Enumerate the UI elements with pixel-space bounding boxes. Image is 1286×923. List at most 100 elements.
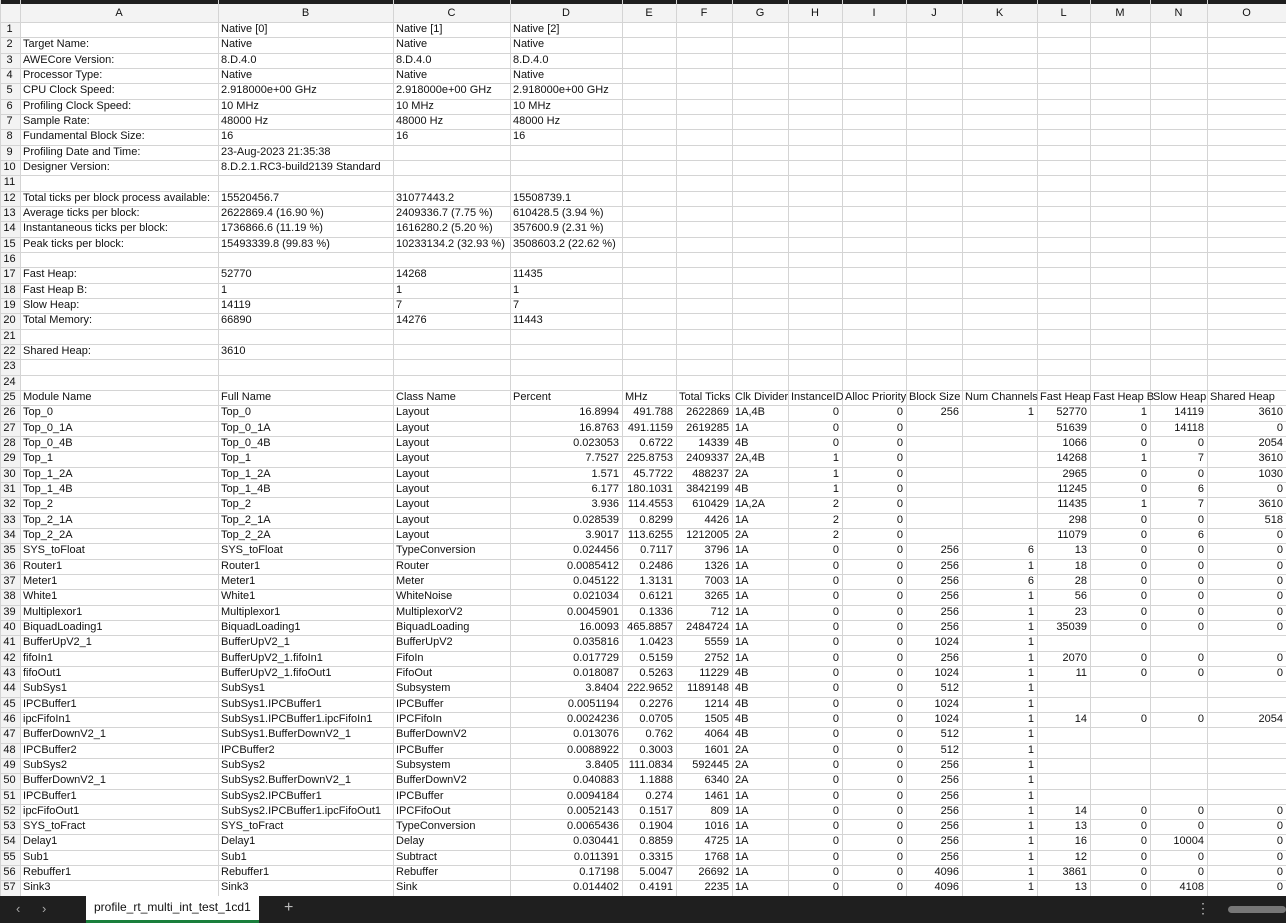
cell: 16.8763 [579, 421, 619, 434]
cell: 0 [1140, 421, 1147, 434]
cell: 1A [735, 513, 749, 526]
cell: 2619285 [686, 421, 729, 434]
cell: 1A [735, 651, 749, 664]
cell: 10233134.2 (32.93 %) [396, 237, 505, 250]
cell: 0 [832, 850, 839, 863]
cell: Layout [396, 436, 430, 449]
cell: 10 MHz [221, 99, 259, 112]
add-sheet-button[interactable]: + [284, 899, 294, 916]
column-header: D [562, 7, 570, 19]
cell: 1A [735, 866, 749, 879]
cell: 0 [896, 544, 903, 557]
grid-line [0, 343, 1286, 345]
cell: 45.7722 [633, 467, 673, 480]
cell: Layout [396, 406, 430, 419]
cell: Top_0_1A [221, 421, 271, 434]
cell: Layout [396, 452, 430, 465]
cell: 35039 [1056, 620, 1087, 633]
row-number: 3 [6, 53, 13, 66]
cell: Peak ticks per block: [23, 237, 124, 250]
cell: 0.6121 [639, 590, 673, 603]
cell: 0 [1276, 574, 1283, 587]
cell: 4064 [704, 728, 729, 741]
cell: 0 [1197, 804, 1204, 817]
cell: 1 [1027, 666, 1034, 679]
cell: 1A,4B [735, 406, 765, 419]
cell: 256 [940, 835, 959, 848]
cell: 0.8299 [639, 513, 673, 526]
cell: Top_2_2A [221, 528, 271, 541]
cell: 0 [896, 513, 903, 526]
column-header: F [700, 7, 708, 19]
grid-line [0, 236, 1286, 238]
cell: 1 [1140, 452, 1147, 465]
cell: 1A [735, 421, 749, 434]
cell: 4B [735, 712, 749, 725]
cell: 11443 [513, 314, 543, 327]
cell: Shared Heap [1210, 390, 1275, 403]
sheet-tab[interactable]: profile_rt_multi_int_test_1cd1 [86, 896, 259, 923]
row-number: 56 [3, 866, 16, 879]
more-options-button[interactable]: ⋮ [1196, 900, 1210, 916]
cell: Native [221, 38, 253, 51]
cell: 1 [396, 283, 403, 296]
cell: 56 [1074, 590, 1087, 603]
cell: Profiling Date and Time: [23, 145, 141, 158]
cell: 1 [221, 283, 228, 296]
cell: Top_1_2A [23, 467, 73, 480]
cell: Fast Heap [1040, 390, 1091, 403]
row-number: 15 [3, 237, 16, 250]
cell: 5559 [704, 636, 729, 649]
prev-sheet-button[interactable]: ‹ [16, 901, 21, 916]
grid-line [0, 527, 1286, 529]
cell: BufferUpV2_1.fifoIn1 [221, 651, 323, 664]
cell: TypeConversion [396, 820, 476, 833]
cell: 610429 [692, 498, 729, 511]
cell: BufferUpV2_1.fifoOut1 [221, 666, 332, 679]
grid-line [676, 0, 677, 896]
cell: Fundamental Block Size: [23, 130, 145, 143]
cell: 0 [896, 804, 903, 817]
cell: 0.17198 [579, 866, 619, 879]
cell: 0 [1140, 544, 1147, 557]
cell: Sub1 [23, 850, 49, 863]
cell: 23-Aug-2023 21:35:38 [221, 145, 331, 158]
cell: 0 [1197, 544, 1204, 557]
cell: 512 [940, 743, 959, 756]
cell: Router1 [221, 559, 261, 572]
cell: 0 [1140, 866, 1147, 879]
grid-line [0, 803, 1286, 805]
cell: Sample Rate: [23, 114, 90, 127]
cell: 1 [1027, 620, 1034, 633]
cell: 298 [1068, 513, 1087, 526]
next-sheet-button[interactable]: › [42, 901, 47, 916]
cell: 0.4191 [639, 881, 673, 894]
cell: 7 [1197, 498, 1204, 511]
grid-line [0, 497, 1286, 499]
cell: Rebuffer1 [23, 866, 72, 879]
cell: 114.4553 [627, 498, 673, 511]
row-number: 53 [3, 820, 16, 833]
cell: 256 [940, 605, 959, 618]
cell: 0 [1276, 835, 1283, 848]
cell: 0 [1276, 482, 1283, 495]
cell: 10004 [1173, 835, 1204, 848]
cell: 14276 [396, 314, 427, 327]
cell: 0.0094184 [567, 789, 619, 802]
grid-line [0, 205, 1286, 207]
cell: Top_1 [221, 452, 251, 465]
cell: 256 [940, 574, 959, 587]
row-number: 20 [3, 314, 16, 327]
cell: 512 [940, 682, 959, 695]
grid-line [0, 129, 1286, 131]
cell: 0.011391 [573, 850, 619, 863]
column-header: O [1242, 7, 1251, 19]
cell: Layout [396, 421, 430, 434]
cell: 0 [832, 636, 839, 649]
cell: 1616280.2 (5.20 %) [396, 222, 493, 235]
cell: Layout [396, 513, 430, 526]
cell: 0.013076 [573, 728, 619, 741]
horizontal-scrollbar[interactable] [1228, 906, 1286, 913]
cell: 0.1336 [639, 605, 673, 618]
grid-line [393, 0, 394, 896]
